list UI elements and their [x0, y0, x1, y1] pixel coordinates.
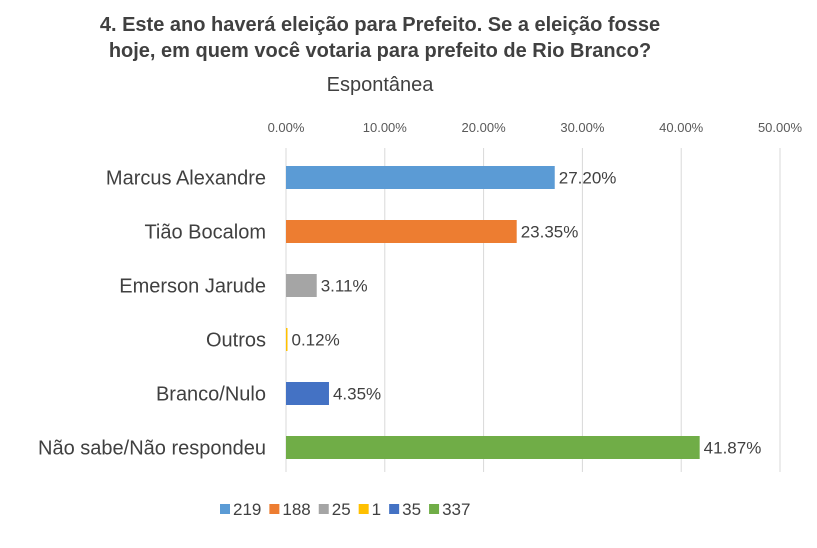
legend-swatch	[269, 504, 280, 514]
legend-label: 35	[402, 500, 421, 519]
category-label: Branco/Nulo	[156, 384, 266, 406]
legend-label: 219	[233, 500, 261, 519]
category-label: Não sabe/Não respondeu	[38, 438, 266, 460]
x-tick-label: 50.00%	[758, 120, 803, 135]
x-tick-label: 40.00%	[659, 120, 704, 135]
category-label: Tião Bocalom	[144, 222, 266, 244]
bar	[286, 328, 288, 351]
data-label: 41.87%	[704, 439, 762, 458]
chart-subtitle: Espontânea	[326, 74, 434, 96]
x-tick-label: 0.00%	[268, 120, 305, 135]
legend-swatch	[429, 504, 440, 514]
x-tick-label: 10.00%	[363, 120, 408, 135]
data-label: 27.20%	[559, 169, 617, 188]
bar	[286, 274, 317, 297]
data-label: 4.35%	[333, 385, 381, 404]
legend-swatch	[389, 504, 400, 514]
legend-swatch	[318, 504, 329, 514]
legend-label: 188	[282, 500, 310, 519]
chart-title-line-2: hoje, em quem você votaria para prefeito…	[108, 40, 652, 62]
legend-swatch	[358, 504, 369, 514]
data-label: 3.11%	[321, 277, 368, 296]
data-label: 0.12%	[292, 331, 340, 350]
bar	[286, 166, 555, 189]
category-label: Marcus Alexandre	[106, 168, 266, 190]
category-label: Emerson Jarude	[119, 276, 266, 298]
chart-title-line-1: 4. Este ano haverá eleição para Prefeito…	[99, 14, 661, 36]
data-label: 23.35%	[521, 223, 579, 242]
x-tick-label: 30.00%	[560, 120, 605, 135]
legend-label: 337	[442, 500, 470, 519]
legend-label: 1	[372, 500, 381, 519]
legend-swatch	[220, 504, 230, 514]
bar	[286, 436, 700, 459]
bar	[286, 382, 329, 405]
bar	[286, 220, 517, 243]
legend-label: 25	[332, 500, 351, 519]
category-label: Outros	[206, 330, 266, 352]
x-tick-label: 20.00%	[462, 120, 507, 135]
